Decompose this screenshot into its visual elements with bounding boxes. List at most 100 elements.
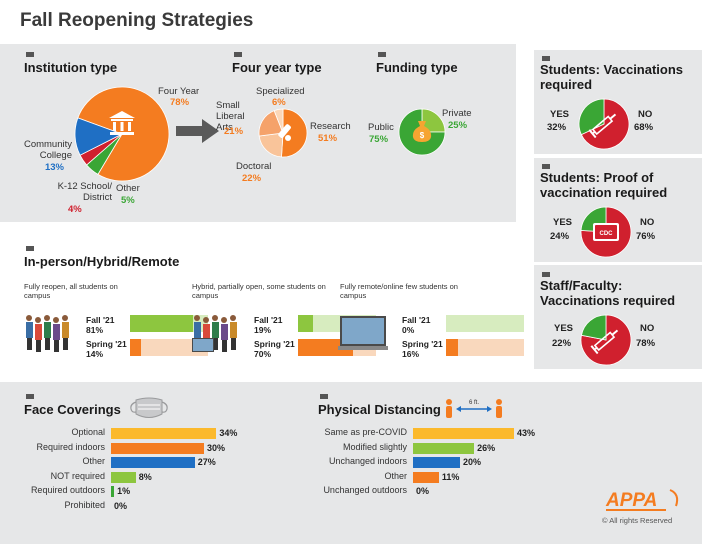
row-pct: 70% (254, 349, 272, 359)
students-proof-yes-pct: 24% (550, 231, 570, 242)
section-marker (234, 52, 242, 57)
students-proof-heading: Students: Proof of vaccination required (540, 164, 690, 200)
bar-value-other: 27% (197, 457, 216, 467)
bar-track (446, 315, 524, 332)
bar-required-indoors (111, 442, 204, 454)
pie-slice-yes (580, 314, 607, 341)
bar-label-not-required: NOT required (50, 470, 105, 481)
label-community-college: Community College (23, 139, 72, 161)
bar-label-required-indoors: Required indoors (36, 441, 105, 452)
staff-vacc-pie (580, 314, 632, 366)
bar-spring-21 (298, 339, 353, 356)
section-marker (320, 394, 328, 399)
students-vacc-no-pct: 68% (634, 122, 654, 133)
label-specialized: Specialized (256, 86, 305, 97)
bar-optional (111, 428, 217, 439)
group-caption: Fully reopen, all students on campus (24, 282, 118, 300)
students-proof-pie (580, 206, 632, 258)
students-proof-no-pct: 76% (636, 231, 656, 242)
bar-fall-21 (298, 315, 313, 332)
row-pct: 0% (402, 325, 415, 335)
staff-vacc-title: Staff/Faculty: Vaccinations required (540, 278, 676, 308)
bar-label-required-outdoors: Required outdoors (30, 485, 105, 495)
row-label: Fall '21 (86, 315, 115, 325)
section-marker (26, 246, 34, 251)
bar-fall-21 (130, 315, 194, 332)
bar-label-other: Other (384, 470, 407, 481)
bar-other (413, 471, 439, 483)
bar-value-required-indoors: 30% (207, 442, 226, 453)
bar-value-optional: 34% (219, 428, 238, 438)
bar-label-modified-slightly: Modified slightly (342, 441, 407, 452)
in-person-heading: In-person/Hybrid/Remote (24, 246, 180, 269)
bar-value-not-required: 8% (138, 471, 152, 482)
rights-text: © All rights Reserved (602, 516, 673, 525)
bar-not-required (111, 471, 136, 483)
students-proof-yes-label: YES (553, 217, 573, 228)
label-private: Private (442, 108, 472, 119)
label-small-liberal-arts: Small Liberal Arts (216, 100, 245, 133)
students-proof-title: Students: Proof of vaccination required (540, 170, 668, 200)
staff-vacc-yes-pct: 22% (552, 338, 572, 349)
bar-value-unchanged-indoors: 20% (463, 457, 482, 467)
bar-value-prohibited: 0% (114, 500, 128, 511)
bar-modified-slightly (413, 442, 475, 454)
pie-slice-doctoral (258, 132, 284, 158)
section-marker (542, 56, 550, 61)
appa-logo-text: APPA (605, 490, 657, 511)
staff-vacc-heading: Staff/Faculty: Vaccinations required (540, 272, 690, 308)
four-year-type-heading: Four year type (232, 52, 322, 75)
page-title: Fall Reopening Strategies (20, 10, 254, 31)
pct-small-liberal-arts: 21% (224, 126, 244, 137)
bar-value-modified-slightly: 26% (477, 442, 496, 453)
bar-same-as-pre-covid (413, 428, 515, 439)
pie-slice-community-college (74, 117, 124, 156)
bar-required-outdoors (111, 486, 115, 497)
label-other: Other (116, 183, 140, 194)
bar-label-same-as-pre-covid: Same as pre-COVID (324, 427, 407, 437)
row-label: Spring '21 (254, 339, 295, 349)
label-public: Public (368, 122, 394, 133)
pct-four-year: 78% (170, 97, 190, 108)
label-research: Research (310, 121, 351, 132)
bar-label-unchanged-outdoors: Unchanged outdoors (323, 485, 407, 495)
institution-type-heading: Institution type (24, 52, 117, 75)
four-year-pie (258, 108, 308, 158)
pie-slice-no (580, 314, 632, 366)
section-marker (542, 272, 550, 277)
pct-community-college: 13% (44, 162, 64, 173)
pct-other: 5% (121, 195, 135, 206)
building-icon (109, 111, 135, 135)
group-caption: Fully remote/online few students on camp… (340, 282, 458, 300)
bar-spring-21 (130, 339, 141, 356)
staff-vacc-yes-label: YES (554, 323, 574, 334)
face-coverings-heading: Face Coverings (24, 394, 121, 417)
bar-label-prohibited: Prohibited (64, 499, 105, 510)
bar-track (130, 339, 208, 356)
four-year-type-title: Four year type (232, 60, 322, 75)
staff-vacc-no-label: NO (640, 323, 655, 334)
bar-label-optional: Optional (71, 427, 105, 437)
label-doctoral: Doctoral (236, 161, 272, 172)
row-pct: 19% (254, 325, 272, 335)
arrow-right-icon (176, 119, 219, 143)
bar-value-required-outdoors: 1% (117, 486, 131, 496)
physical-distancing-title: Physical Distancing (318, 402, 441, 417)
section-marker (542, 164, 550, 169)
students-vacc-no-label: NO (638, 109, 653, 120)
pie-slice-no (580, 98, 630, 150)
row-pct: 81% (86, 325, 104, 335)
bar-unchanged-indoors (413, 457, 460, 468)
label-k12: K-12 School/ District (57, 181, 112, 203)
bar-value-same-as-pre-covid: 43% (517, 428, 536, 438)
funding-pie (398, 108, 446, 156)
syringe-icon (588, 113, 617, 139)
video-call-icon (338, 316, 388, 350)
students-vacc-title: Students: Vaccinations required (540, 62, 684, 92)
staff-vacc-no-pct: 78% (636, 338, 656, 349)
funding-type-heading: Funding type (376, 52, 458, 75)
pct-specialized: 6% (272, 97, 286, 108)
in-person-title: In-person/Hybrid/Remote (24, 254, 180, 269)
students-vacc-yes-pct: 32% (547, 122, 567, 133)
bar-other (111, 457, 195, 468)
